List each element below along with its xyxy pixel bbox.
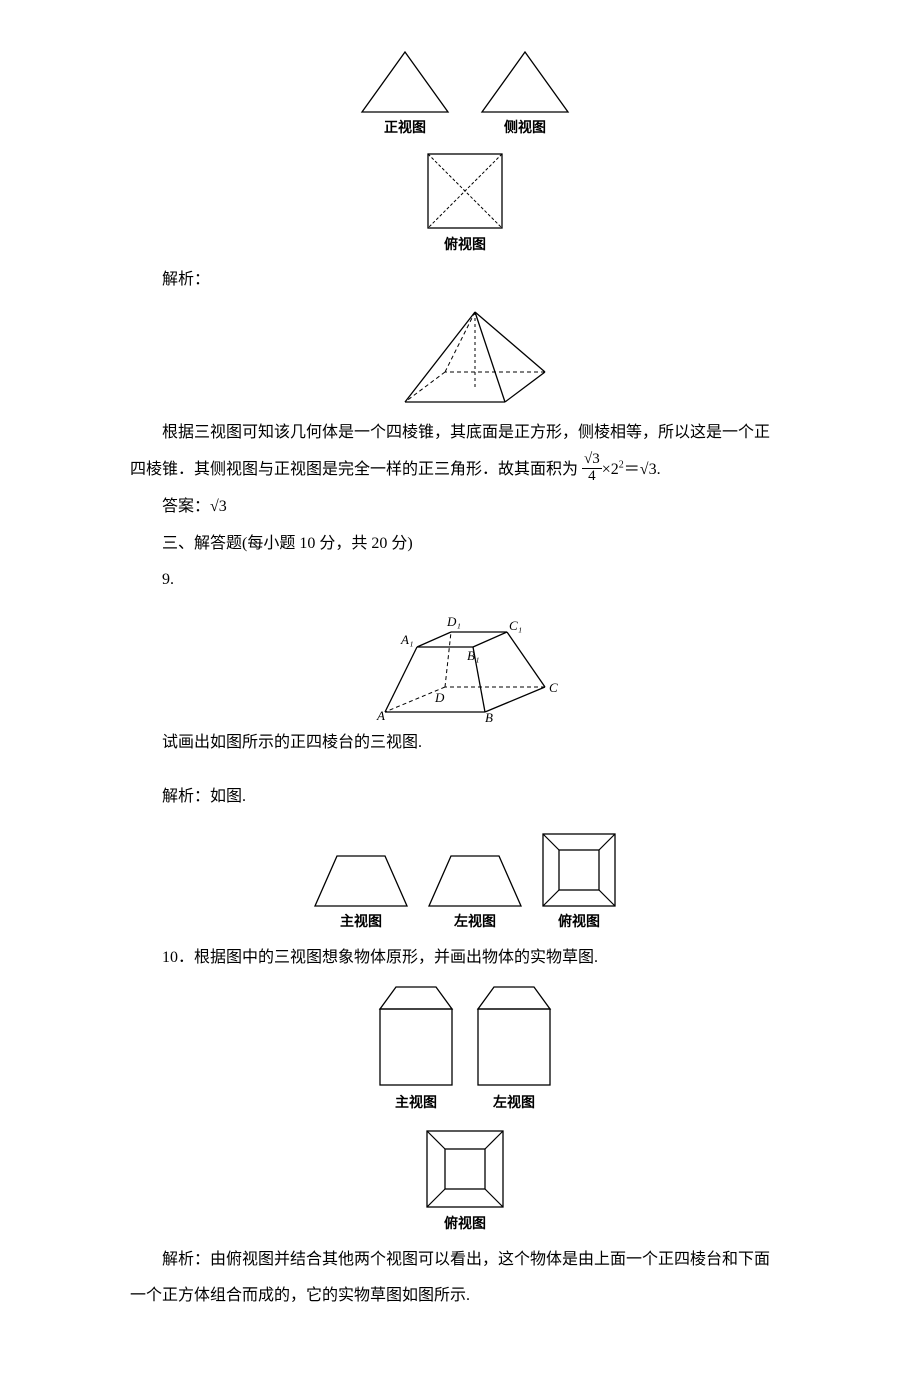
side-view-block: 侧视图 xyxy=(478,48,572,143)
q10-left: 左视图 xyxy=(472,981,556,1118)
sol9-top: 俯视图 xyxy=(539,830,619,937)
q9-frustum: A B C D A₁ B₁ C₁ D₁ xyxy=(130,602,800,722)
analysis1-post: ＝√3. xyxy=(624,461,661,478)
analysis1-fraction: √3 4 xyxy=(582,452,602,485)
lbl-D: D xyxy=(434,690,445,705)
sol9-trap-left xyxy=(425,850,525,910)
q10-left-label: 左视图 xyxy=(472,1091,556,1118)
q10-front-label: 主视图 xyxy=(374,1091,458,1118)
frac-num: √3 xyxy=(582,452,602,469)
sol9-left: 左视图 xyxy=(425,850,525,937)
answer1-label: 答案： xyxy=(162,498,210,515)
analysis1-line2: 四棱锥．其侧视图与正视图是完全一样的正三角形．故其面积为 √3 4 ×22＝√3… xyxy=(130,454,800,487)
q10-front-svg xyxy=(374,981,458,1091)
sol9-views: 主视图 左视图 俯视图 xyxy=(130,830,800,937)
top-view-square xyxy=(423,149,507,233)
sol9-front-label: 主视图 xyxy=(311,910,411,937)
analysis1-mid: ×2 xyxy=(602,461,619,478)
lbl-B1: B₁ xyxy=(467,648,479,663)
side-view-triangle xyxy=(478,48,572,116)
sol9-front: 主视图 xyxy=(311,850,411,937)
section3: 三、解答题(每小题 10 分，共 20 分) xyxy=(130,529,800,559)
q10-left-svg xyxy=(472,981,556,1091)
answer1: 答案：√3 xyxy=(130,492,800,522)
sol9-left-label: 左视图 xyxy=(425,910,525,937)
top-view-label: 俯视图 xyxy=(130,233,800,260)
figure-top-row1: 正视图 侧视图 xyxy=(130,48,800,143)
pyramid-sketch xyxy=(130,302,800,412)
q9-num: 9. xyxy=(130,565,800,595)
q10-top-svg xyxy=(422,1126,508,1212)
sol10-line1: 解析：由俯视图并结合其他两个视图可以看出，这个物体是由上面一个正四棱台和下面 xyxy=(130,1245,800,1275)
analysis1-line2-pre: 四棱锥．其侧视图与正视图是完全一样的正三角形．故其面积为 xyxy=(130,461,578,478)
q10-text: 10．根据图中的三视图想象物体原形，并画出物体的实物草图. xyxy=(130,943,800,973)
lbl-A: A xyxy=(376,708,385,722)
sol9-heading: 解析：如图. xyxy=(130,782,800,812)
lbl-C1: C₁ xyxy=(509,618,522,633)
answer1-value: √3 xyxy=(210,498,227,515)
analysis1-heading: 解析： xyxy=(130,265,800,295)
q9-prompt: 试画出如图所示的正四棱台的三视图. xyxy=(130,728,800,758)
q9-frustum-svg: A B C D A₁ B₁ C₁ D₁ xyxy=(355,602,575,722)
lbl-C: C xyxy=(549,680,558,695)
lbl-B: B xyxy=(485,710,493,722)
sol9-top-label: 俯视图 xyxy=(539,910,619,937)
lbl-D1: D₁ xyxy=(446,614,461,629)
q10-front: 主视图 xyxy=(374,981,458,1118)
q10-top-label: 俯视图 xyxy=(130,1212,800,1239)
sol10-line2: 一个正方体组合而成的，它的实物草图如图所示. xyxy=(130,1281,800,1311)
frac-den: 4 xyxy=(582,469,602,485)
q10-row1: 主视图 左视图 xyxy=(130,981,800,1118)
side-view-label: 侧视图 xyxy=(478,116,572,143)
figure-top-row2: 俯视图 xyxy=(130,149,800,260)
q10-views: 主视图 左视图 俯视图 xyxy=(130,981,800,1238)
figure-top: 正视图 侧视图 俯视图 xyxy=(130,48,800,259)
sol9-top-svg xyxy=(539,830,619,910)
lbl-A1: A₁ xyxy=(400,632,413,647)
front-view-label: 正视图 xyxy=(358,116,452,143)
analysis1-line1: 根据三视图可知该几何体是一个四棱锥，其底面是正方形，侧棱相等，所以这是一个正 xyxy=(130,418,800,448)
q10-row2: 俯视图 xyxy=(130,1126,800,1239)
front-view-block: 正视图 xyxy=(358,48,452,143)
sol9-trap-front xyxy=(311,850,411,910)
pyramid-svg xyxy=(375,302,555,412)
front-view-triangle xyxy=(358,48,452,116)
